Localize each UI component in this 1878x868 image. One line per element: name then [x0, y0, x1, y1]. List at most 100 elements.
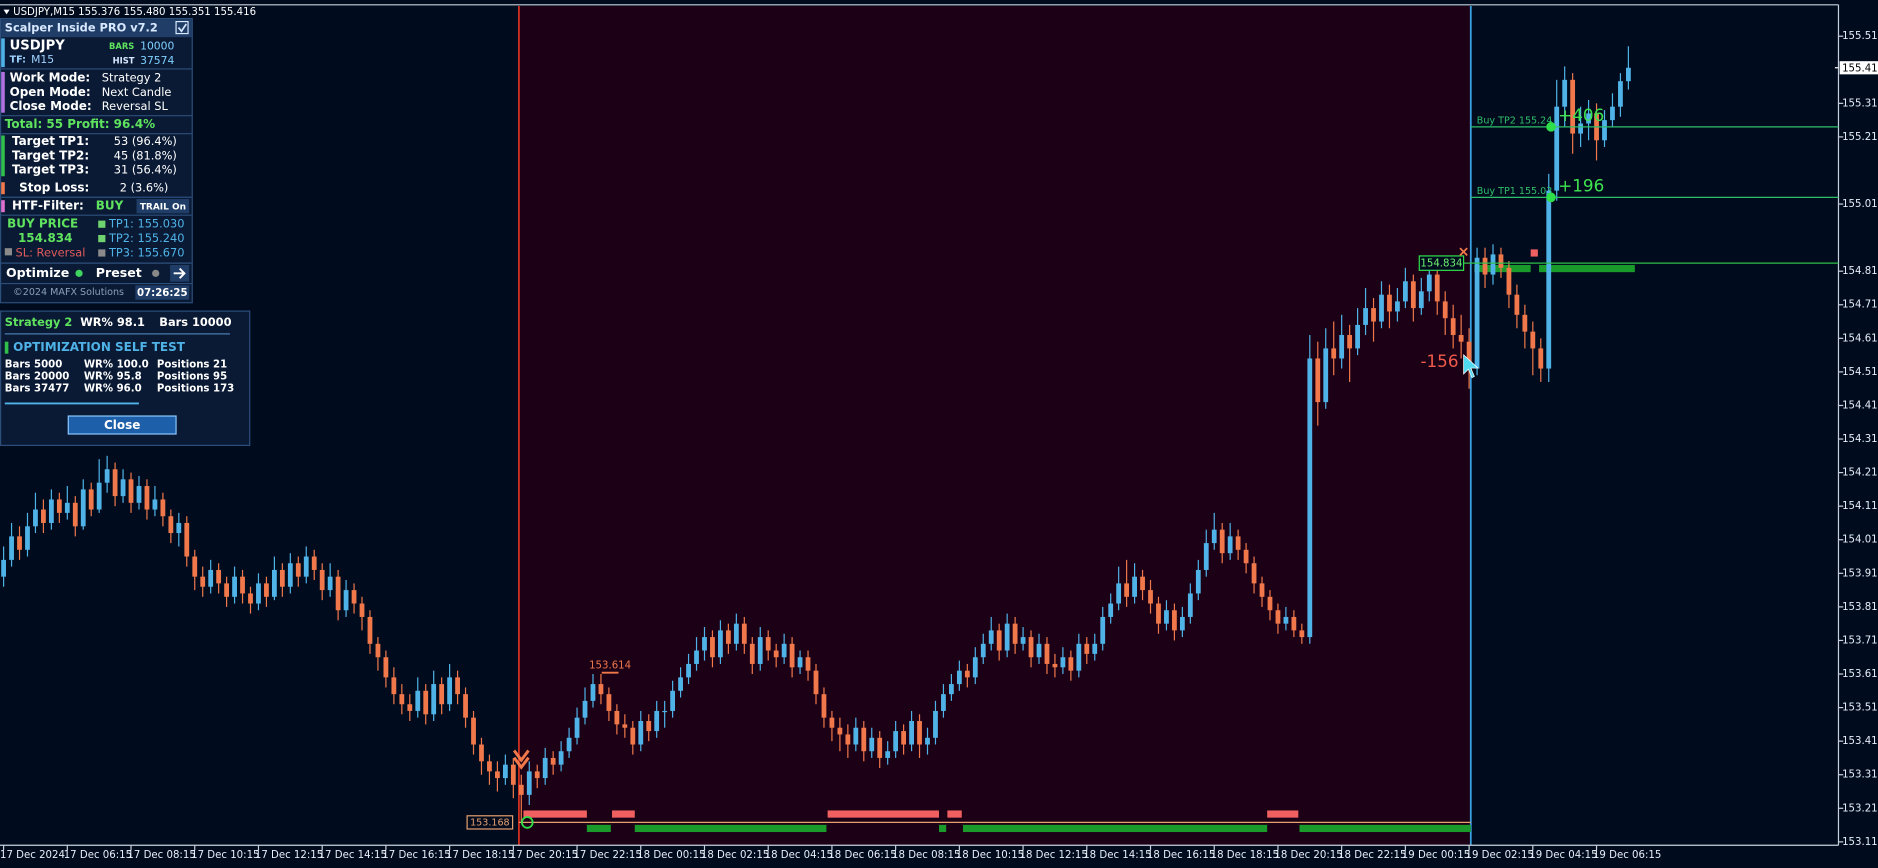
candle-body: [1267, 596, 1273, 611]
candle-body: [1068, 657, 1074, 671]
win-rate: WR% 98.1: [80, 315, 145, 329]
stop-result: -156: [1420, 351, 1458, 371]
tp: TP3: 155.670: [108, 245, 185, 259]
y-tick-label: 153.410: [1842, 736, 1878, 747]
panel-header: [1, 19, 192, 38]
candle-body: [1203, 543, 1209, 570]
swing-high-label: 153.614: [589, 660, 631, 671]
candle-body: [463, 694, 468, 718]
candle-body: [877, 737, 883, 758]
candle-body: [614, 710, 620, 725]
x-tick-label: 19 Dec 02:15: [1466, 850, 1534, 861]
candle-body: [662, 710, 668, 713]
candle-body: [80, 489, 86, 527]
candle-body: [136, 486, 142, 503]
y-tick-label: 153.210: [1842, 803, 1878, 814]
target-value: 53 (96.4%): [114, 134, 177, 148]
candle-body: [1036, 643, 1042, 658]
y-tick-label: 153.110: [1842, 837, 1878, 848]
x-tick-label: 17 Dec 10:15: [191, 850, 259, 861]
candle-body: [271, 569, 277, 597]
candle-body: [1251, 563, 1257, 584]
candle-body: [550, 757, 556, 765]
candle-body: [1570, 79, 1576, 134]
candle-body: [112, 469, 118, 497]
sell-strip: [1267, 810, 1299, 818]
x-tick-label: 18 Dec 22:15: [1338, 850, 1406, 861]
x-tick-label: 18 Dec 04:15: [765, 850, 833, 861]
candle-body: [33, 509, 38, 527]
x-tick-label: 17 Dec 08:15: [127, 850, 195, 861]
candle-body: [1187, 593, 1193, 617]
candle-body: [901, 731, 907, 745]
checkbox[interactable]: [175, 20, 189, 35]
sell-strip: [612, 810, 635, 818]
y-tick-label: 154.110: [1842, 501, 1878, 512]
menu-arrow[interactable]: [3, 9, 10, 15]
candle-body: [813, 670, 819, 695]
trade-zone: [518, 5, 1471, 846]
candle-body: [495, 771, 500, 779]
candle-body: [741, 623, 747, 644]
candle-body: [1610, 106, 1615, 121]
candle-body: [327, 576, 333, 591]
candle-body: [1578, 123, 1584, 134]
candle-body: [1116, 583, 1122, 604]
candle-body: [319, 569, 325, 591]
row-marker: [1, 182, 5, 195]
candle-body: [1275, 610, 1281, 624]
preset-button[interactable]: Preset: [96, 265, 142, 280]
mode-label: Work Mode:: [10, 70, 91, 84]
candle-body: [1434, 274, 1440, 302]
candle-body: [1562, 79, 1568, 107]
info-panel: Scalper Inside PRO v7.2 USDJPY BARS 1000…: [0, 17, 193, 304]
candle-body: [1291, 616, 1297, 631]
candle-body: [144, 486, 150, 510]
candle-body: [303, 556, 309, 577]
candle-body: [933, 710, 938, 738]
candle-body: [964, 670, 970, 678]
candle-body: [1506, 267, 1512, 295]
candle-body: [240, 576, 245, 594]
candle-body: [566, 737, 572, 752]
candle-body: [287, 563, 293, 587]
stop-label: Stop Loss:: [19, 181, 89, 195]
candle-body: [439, 684, 445, 705]
time-box: [135, 285, 190, 300]
candle-body: [582, 700, 588, 718]
candle-body: [1092, 643, 1098, 654]
candle-body: [694, 650, 699, 664]
tp-hit: [1546, 192, 1556, 203]
candle-body: [805, 657, 811, 671]
candle-body: [702, 637, 707, 651]
candle-body: [829, 717, 835, 728]
row-marker: [1, 135, 5, 177]
candle-body: [120, 479, 126, 497]
optimize-button[interactable]: Optimize: [6, 265, 69, 280]
candle-body: [479, 744, 484, 762]
chart-title: USDJPY,M15 155.376 155.480 155.351 155.4…: [13, 7, 256, 18]
x-tick-label: 18 Dec 06:15: [828, 850, 896, 861]
candle-body: [725, 630, 731, 644]
tp-hit: [1546, 122, 1556, 132]
buy-strip: [1474, 264, 1531, 273]
candle-body: [949, 684, 954, 695]
close-button[interactable]: [67, 415, 177, 435]
candle-body: [1450, 318, 1456, 335]
candle-body: [1100, 616, 1106, 644]
row-marker: [1, 38, 5, 68]
candle-body: [686, 663, 691, 678]
candle-body: [638, 721, 644, 745]
stop-value: 2 (3.6%): [120, 181, 169, 195]
candle-body: [1052, 663, 1058, 668]
candle-body: [837, 727, 843, 735]
candle-body: [789, 643, 795, 668]
candle-body: [431, 684, 437, 715]
candle-body: [1514, 294, 1520, 315]
entry-marker: [521, 816, 534, 829]
candle-body: [1219, 529, 1225, 554]
trail-box[interactable]: [136, 199, 190, 214]
candle-body: [1076, 643, 1082, 671]
candle-body: [710, 637, 715, 658]
signal-low-box: [466, 815, 514, 830]
